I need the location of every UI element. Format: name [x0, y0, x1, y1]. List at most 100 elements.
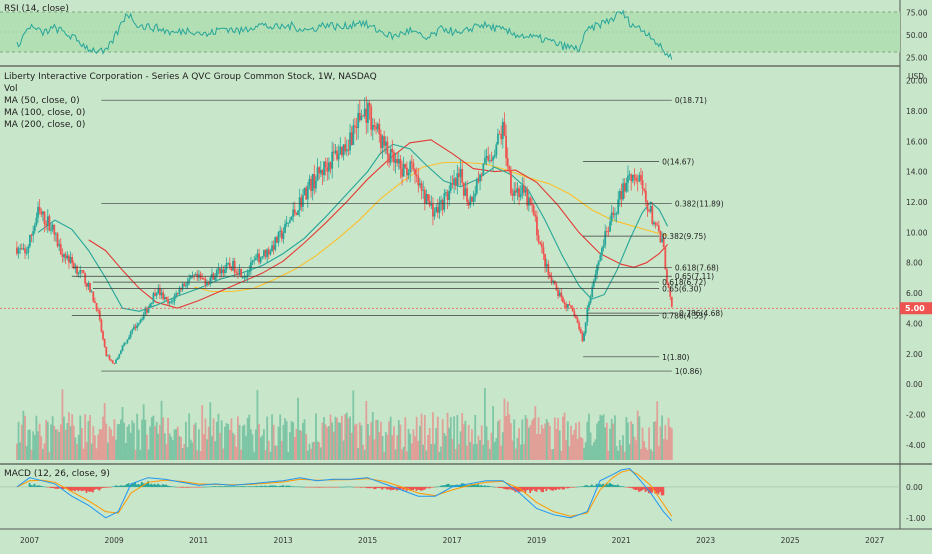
candle-body: [341, 146, 343, 156]
macd-hist-bar: [335, 486, 338, 488]
macd-hist-bar: [119, 485, 122, 487]
volume-bar: [124, 443, 127, 460]
candle-body: [254, 257, 257, 261]
candle-body: [419, 183, 421, 186]
macd-hist-bar: [288, 485, 291, 487]
macd-hist-bar: [152, 484, 154, 487]
candle-body: [264, 249, 267, 257]
volume-bar: [29, 429, 31, 460]
candle-body: [94, 301, 96, 303]
candle-body: [64, 254, 67, 259]
volume-bar: [331, 422, 334, 460]
macd-hist-bar: [496, 486, 499, 488]
candle-body: [459, 168, 462, 178]
volume-bar: [38, 423, 41, 460]
macd-hist-bar: [317, 486, 320, 488]
candle-body: [565, 304, 568, 308]
candle-body: [272, 245, 275, 250]
volume-bar: [193, 424, 195, 460]
candle-body: [505, 135, 507, 159]
macd-hist-bar: [101, 486, 104, 488]
macd-label[interactable]: MACD (12, 26, close, 9): [4, 469, 110, 479]
ma100-label[interactable]: MA (100, close, 0): [4, 108, 86, 118]
macd-hist-bar: [282, 485, 284, 487]
volume-bar: [318, 442, 321, 460]
volume-bar: [615, 446, 618, 460]
macd-hist-bar: [296, 486, 299, 487]
macd-hist-bar: [150, 483, 153, 487]
candle-body: [583, 333, 585, 342]
candle-body: [462, 182, 465, 196]
macd-hist-bar: [451, 485, 454, 487]
macd-hist-bar: [482, 486, 484, 487]
volume-bar: [98, 429, 101, 460]
volume-bars: [16, 388, 673, 460]
macd-hist-bar: [324, 486, 327, 488]
volume-bar: [365, 400, 368, 460]
volume-bar: [336, 417, 338, 460]
macd-hist-bar: [620, 486, 623, 487]
macd-hist-bar: [269, 485, 271, 487]
volume-bar: [311, 442, 314, 460]
price-tick-label: 0.00: [906, 380, 923, 389]
macd-hist-bar: [470, 484, 473, 487]
volume-bar: [636, 410, 639, 460]
candle-body: [347, 149, 350, 151]
volume-bar: [544, 423, 546, 460]
candle-body: [241, 277, 244, 278]
volume-bar: [315, 413, 317, 460]
volume-bar: [235, 446, 238, 460]
chart-title[interactable]: Liberty Interactive Corporation - Series…: [4, 72, 377, 82]
macd-hist-bar: [48, 486, 50, 488]
volume-bar: [254, 429, 257, 460]
volume-bar: [108, 426, 111, 460]
volume-bar: [573, 429, 576, 460]
volume-bar: [246, 417, 249, 460]
volume-bar: [172, 440, 174, 460]
macd-hist-bar: [438, 486, 441, 487]
candle-body: [108, 355, 111, 360]
ma50-label[interactable]: MA (50, close, 0): [4, 96, 80, 106]
candle-body: [113, 363, 116, 364]
volume-bar: [474, 414, 477, 460]
rsi-label[interactable]: RSI (14, close): [4, 4, 69, 14]
macd-hist-bar: [563, 486, 566, 490]
macd-hist-bar: [319, 486, 322, 488]
candle-body: [103, 339, 106, 347]
candle-body: [95, 302, 98, 311]
macd-hist-bar: [521, 486, 523, 492]
macd-hist-bar: [586, 485, 588, 487]
candle-body: [575, 316, 577, 319]
macd-hist-bar: [431, 486, 434, 488]
candle-body: [649, 206, 652, 212]
macd-hist-bar: [392, 486, 395, 491]
candle-body: [487, 156, 490, 161]
macd-hist-bar: [612, 484, 614, 487]
volume-bar: [368, 435, 371, 460]
volume-bar: [126, 426, 129, 460]
candle-body: [206, 282, 208, 285]
volume-bar: [620, 445, 623, 460]
volume-bar: [269, 451, 272, 460]
macd-hist-bar: [366, 486, 369, 489]
macd-hist-bar: [291, 486, 294, 487]
macd-hist-bar: [46, 486, 49, 488]
volume-bar: [319, 447, 322, 460]
fib-level-label: 0.618(6.72): [662, 278, 706, 287]
macd-hist-bar: [516, 486, 519, 492]
volume-bar: [24, 415, 26, 460]
volume-bar: [485, 426, 488, 460]
macd-hist-bar: [248, 486, 250, 487]
candle-body: [66, 255, 69, 259]
candle-body: [40, 211, 43, 215]
volume-bar: [277, 426, 280, 460]
candle-body: [24, 248, 26, 254]
candle-body: [297, 210, 299, 216]
candle-body: [248, 270, 251, 273]
vol-label[interactable]: Vol: [4, 84, 18, 94]
ma200-label[interactable]: MA (200, close, 0): [4, 120, 86, 130]
macd-hist-bar: [621, 486, 624, 487]
candle-body: [381, 136, 384, 148]
candle-body: [22, 248, 25, 250]
volume-bar: [81, 427, 83, 460]
